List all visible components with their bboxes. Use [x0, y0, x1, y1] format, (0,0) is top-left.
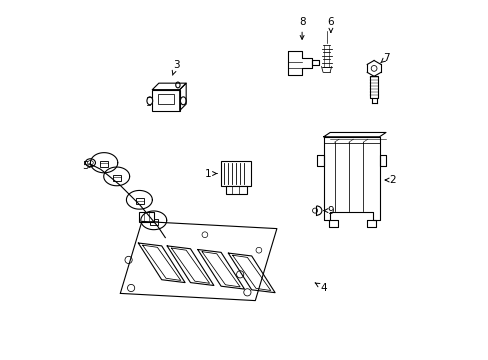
Text: 4: 4 — [314, 283, 326, 293]
Bar — [150, 219, 158, 225]
Circle shape — [202, 232, 207, 238]
Circle shape — [312, 208, 317, 213]
Circle shape — [125, 256, 132, 264]
Ellipse shape — [87, 161, 93, 165]
Bar — [221, 161, 250, 186]
Bar — [139, 212, 154, 222]
Bar — [113, 175, 121, 181]
Text: 7: 7 — [380, 53, 389, 63]
Bar — [369, 76, 378, 98]
Bar — [158, 94, 174, 104]
Circle shape — [370, 66, 376, 71]
Circle shape — [127, 284, 134, 292]
Circle shape — [236, 271, 244, 278]
Text: 5: 5 — [82, 161, 93, 171]
Ellipse shape — [85, 159, 95, 167]
Bar — [101, 161, 108, 167]
Text: 2: 2 — [385, 175, 395, 185]
Ellipse shape — [180, 97, 186, 105]
Text: 3: 3 — [172, 60, 179, 75]
Text: 8: 8 — [298, 17, 305, 39]
Text: 1: 1 — [204, 168, 216, 179]
Bar — [225, 186, 246, 194]
Text: 6: 6 — [327, 17, 333, 32]
Circle shape — [244, 289, 250, 296]
Ellipse shape — [175, 82, 180, 88]
Ellipse shape — [146, 97, 152, 105]
Text: 9: 9 — [324, 206, 333, 216]
Bar — [136, 198, 143, 204]
Bar — [152, 90, 179, 111]
Circle shape — [256, 247, 261, 253]
